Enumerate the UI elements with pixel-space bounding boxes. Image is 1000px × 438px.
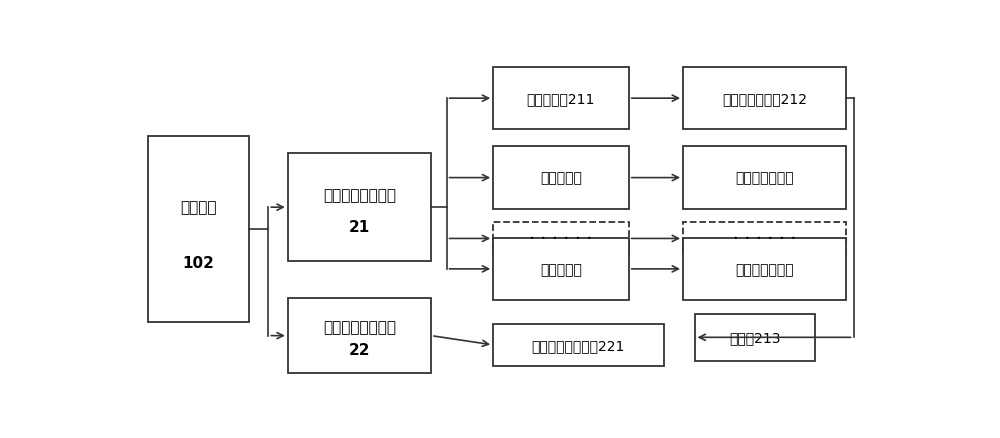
Bar bbox=[493, 147, 629, 209]
Text: 102: 102 bbox=[183, 255, 215, 271]
Bar bbox=[683, 223, 846, 255]
Text: 二维卷积层: 二维卷积层 bbox=[540, 262, 582, 276]
Bar bbox=[683, 147, 846, 209]
Text: 矫正线性单元层: 矫正线性单元层 bbox=[735, 262, 794, 276]
Text: 二维特征抽取模块: 二维特征抽取模块 bbox=[323, 187, 396, 202]
Bar bbox=[493, 324, 664, 366]
Bar bbox=[683, 238, 846, 300]
Bar bbox=[683, 68, 846, 130]
Bar bbox=[493, 68, 629, 130]
Bar bbox=[288, 154, 431, 261]
Text: 22: 22 bbox=[349, 342, 370, 357]
Bar bbox=[493, 223, 629, 255]
Text: 时序特征表达模块: 时序特征表达模块 bbox=[323, 319, 396, 335]
Text: 池化层213: 池化层213 bbox=[729, 331, 780, 345]
Text: · · · · · ·: · · · · · · bbox=[529, 230, 593, 248]
Bar bbox=[493, 238, 629, 300]
Text: · · · · · ·: · · · · · · bbox=[733, 230, 796, 248]
Text: 二维卷积层211: 二维卷积层211 bbox=[527, 92, 595, 106]
Text: 长短时记忆卷积层221: 长短时记忆卷积层221 bbox=[532, 338, 625, 352]
Text: 矫正线性单元层: 矫正线性单元层 bbox=[735, 171, 794, 185]
Bar bbox=[695, 314, 815, 361]
Text: 21: 21 bbox=[349, 219, 370, 235]
Bar bbox=[288, 299, 431, 373]
Bar bbox=[148, 137, 249, 322]
Text: 深层模型: 深层模型 bbox=[180, 200, 217, 215]
Text: 二维卷积层: 二维卷积层 bbox=[540, 171, 582, 185]
Text: 矫正线性单元层212: 矫正线性单元层212 bbox=[722, 92, 807, 106]
